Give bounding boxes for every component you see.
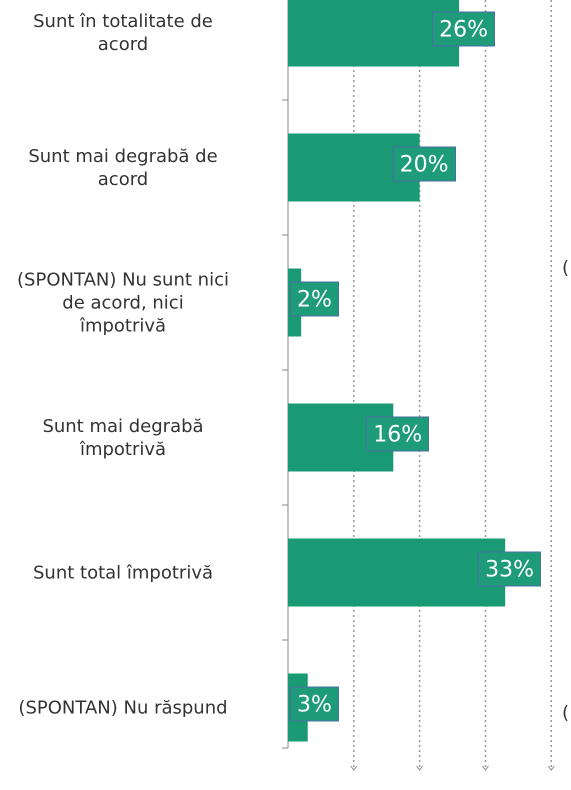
annotation: ( [562,702,570,724]
annotation: ( [562,257,570,279]
value-label: 3% [290,686,339,721]
bar [288,538,506,607]
category-label: Sunt mai degrabă împotrivă [42,415,204,460]
value-label: 16% [366,416,430,451]
bar [288,0,460,67]
category-label: Sunt total împotrivă [32,562,214,583]
category-label: (SPONTAN) Nu sunt nici de acord, nici îm… [17,269,229,336]
category-label: Sunt în totalitate de acord [33,10,213,55]
category-label: (SPONTAN) Nu răspund [18,697,228,718]
value-label: 20% [392,146,456,181]
value-label: 33% [478,551,542,586]
value-label: 2% [290,281,339,316]
category-label: Sunt mai degrabă de acord [28,145,218,190]
value-label: 26% [432,11,496,46]
